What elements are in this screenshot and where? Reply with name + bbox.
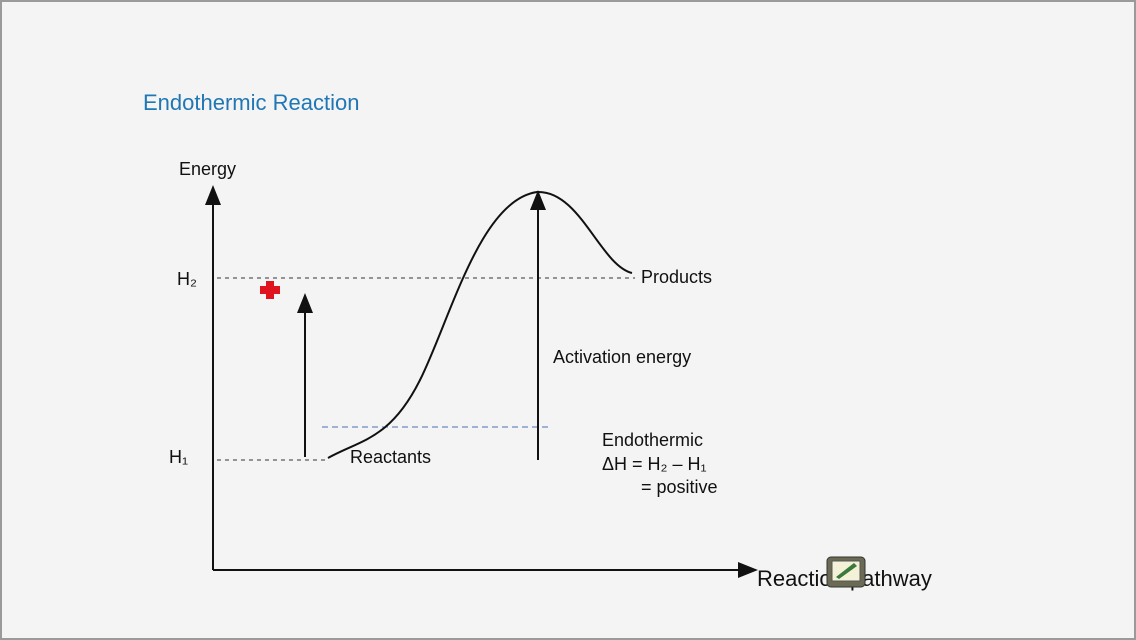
y-axis-label: Energy	[179, 159, 236, 179]
h2-label: H₂	[177, 269, 197, 289]
reactants-label: Reactants	[350, 447, 431, 467]
delta-h-label: ΔH = H₂ – H₁	[602, 454, 707, 474]
activation-label: Activation energy	[553, 347, 691, 367]
energy-curve	[327, 190, 633, 459]
products-label: Products	[641, 267, 712, 287]
h1-label: H₁	[169, 447, 188, 467]
endothermic-label: Endothermic	[602, 430, 703, 450]
result-label: = positive	[641, 477, 718, 497]
pointer-cross	[260, 281, 280, 299]
slide-title: Endothermic Reaction	[143, 90, 359, 115]
pen-tool-icon[interactable]	[826, 556, 866, 588]
